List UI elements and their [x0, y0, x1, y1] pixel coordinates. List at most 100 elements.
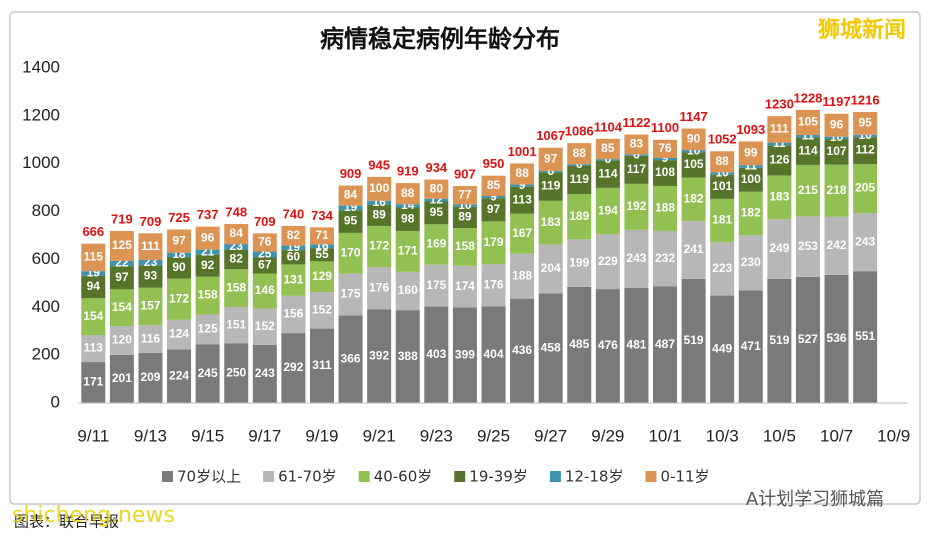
value-label: 188	[512, 268, 532, 282]
value-label: 551	[855, 329, 875, 343]
legend-label: 12-18岁	[565, 468, 624, 486]
bar-segment	[681, 152, 706, 178]
bar-segment	[252, 273, 277, 309]
total-label: 1122	[622, 115, 650, 130]
value-label: 151	[226, 317, 246, 331]
bar-segment	[824, 216, 849, 275]
bar-segment	[309, 328, 334, 403]
x-tick-label: 9/15	[191, 426, 224, 445]
total-label: 934	[425, 160, 447, 175]
bar-segment	[367, 225, 392, 268]
bar-segment	[853, 163, 878, 214]
watermark: 狮城新闻	[818, 17, 906, 43]
value-label: 403	[426, 347, 446, 361]
bar-segment	[510, 184, 535, 187]
total-label: 907	[454, 166, 476, 181]
bar-segment	[738, 167, 763, 192]
bar-segment	[710, 172, 735, 175]
bar-segment	[795, 109, 820, 135]
bar-segment	[481, 196, 506, 199]
value-label: 171	[398, 244, 418, 258]
value-label: 527	[798, 332, 818, 346]
bar-segment	[338, 210, 363, 233]
bar-segment	[767, 278, 792, 403]
value-label: 96	[830, 117, 844, 131]
x-tick-label: 9/21	[363, 426, 396, 445]
value-label: 175	[426, 278, 446, 292]
bar-segment	[853, 134, 878, 138]
value-label: 77	[458, 187, 472, 201]
value-label: 9	[662, 151, 669, 165]
bar-segment	[795, 276, 820, 403]
bar-segment	[81, 243, 106, 272]
bar-segment	[338, 185, 363, 206]
value-label: 114	[598, 166, 618, 180]
value-label: 88	[515, 166, 529, 180]
bar-segment	[167, 252, 192, 258]
value-label: 100	[369, 181, 389, 195]
value-label: 84	[230, 226, 244, 240]
bar-segment	[81, 335, 106, 363]
bar-segment	[538, 170, 563, 173]
bar-segment	[424, 179, 449, 199]
value-label: 243	[255, 366, 275, 380]
x-tick-label: 10/7	[820, 426, 853, 445]
legend-label: 40-60岁	[374, 468, 433, 486]
y-tick-label: 600	[32, 249, 60, 268]
bar-segment	[452, 206, 477, 229]
bar-segment	[710, 295, 735, 403]
legend-label: 70岁以上	[177, 468, 241, 486]
value-label: 183	[769, 190, 789, 204]
bar-segment	[224, 244, 249, 250]
x-tick-label: 10/9	[877, 426, 910, 445]
bar-segment	[710, 174, 735, 199]
bar-segment	[309, 261, 334, 293]
total-label: 909	[340, 166, 362, 181]
bar-segment	[653, 157, 678, 161]
bar-segment	[624, 229, 649, 288]
bar-segment	[309, 227, 334, 245]
total-label: 1093	[736, 122, 765, 137]
bar-segment	[538, 293, 563, 403]
bar-segment	[510, 163, 535, 185]
bar-segment	[309, 248, 334, 262]
value-label: 82	[287, 228, 301, 242]
value-label: 536	[827, 331, 847, 345]
bar-segment	[138, 287, 163, 326]
legend-label: 61-70岁	[278, 468, 337, 486]
x-tick-label: 9/27	[534, 426, 567, 445]
bar-segment	[281, 245, 306, 251]
bar-segment	[281, 225, 306, 246]
value-label: 88	[573, 146, 587, 160]
value-label: 85	[487, 178, 501, 192]
bar-segment	[595, 187, 620, 235]
bar-segment	[138, 233, 163, 260]
bar-segment	[538, 200, 563, 245]
value-label: 172	[169, 291, 189, 305]
bar-segment	[395, 183, 420, 205]
legend-swatch	[549, 471, 561, 482]
value-label: 90	[172, 260, 186, 274]
value-label: 119	[541, 179, 561, 193]
value-label: 76	[258, 235, 272, 249]
total-label: 945	[368, 157, 390, 172]
x-tick-label: 9/11	[77, 426, 109, 445]
x-tick-label: 9/23	[420, 426, 453, 445]
value-label: 436	[512, 343, 532, 357]
value-label: 158	[226, 280, 246, 294]
bar-segment	[109, 354, 134, 403]
legend-label: 19-39岁	[469, 468, 528, 486]
value-label: 182	[741, 206, 761, 220]
total-label: 1147	[680, 109, 708, 124]
value-label: 311	[312, 358, 332, 372]
value-label: 388	[398, 349, 418, 363]
bar-segment	[767, 175, 792, 220]
value-label: 94	[87, 279, 101, 293]
x-tick-label: 9/25	[477, 426, 510, 445]
bar-segment	[281, 250, 306, 265]
value-label: 89	[458, 210, 472, 224]
bar-segment	[367, 204, 392, 226]
value-label: 95	[344, 214, 358, 228]
value-label: 131	[283, 272, 303, 286]
